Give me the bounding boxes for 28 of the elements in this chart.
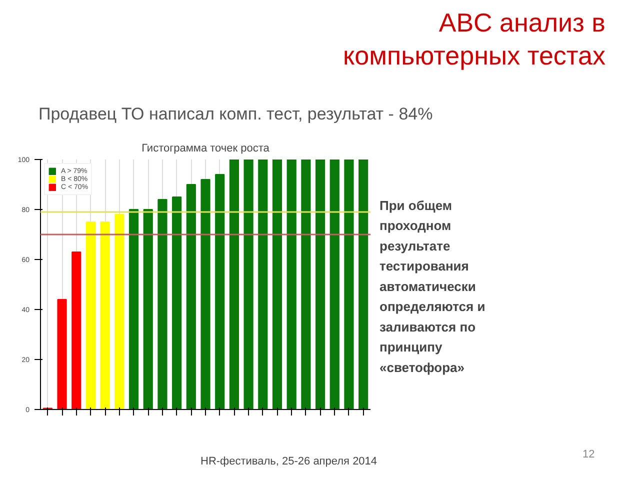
bar [72, 252, 82, 410]
bar [200, 179, 210, 410]
bar [330, 160, 340, 410]
bar [244, 160, 254, 410]
bar [286, 160, 296, 410]
bar [57, 299, 67, 410]
bar [358, 160, 368, 410]
bar [258, 160, 268, 410]
bar [114, 214, 124, 410]
text: ABC анализ в компьютерных тестах [342, 8, 606, 70]
bar [172, 196, 182, 410]
bar [272, 160, 282, 410]
bar [128, 209, 139, 410]
bar [229, 160, 239, 410]
bar [301, 160, 311, 410]
bar [186, 184, 196, 410]
bar [158, 199, 168, 410]
text: Продавец ТО написал комп. тест, результат - 84% [38, 104, 433, 124]
text: При общем проходном результате тестирования автоматически определяются и заливаются по принципу «светофора» [380, 198, 486, 375]
text: 12 [582, 448, 595, 460]
bar [344, 160, 354, 410]
text: HR-фестиваль, 25-26 апреля 2014 [200, 456, 378, 468]
bar [215, 174, 225, 410]
bar [86, 222, 96, 410]
bar [100, 222, 110, 410]
chart-title: Гистограмма точек роста [142, 142, 270, 154]
bar [143, 209, 153, 410]
bar [315, 160, 326, 410]
